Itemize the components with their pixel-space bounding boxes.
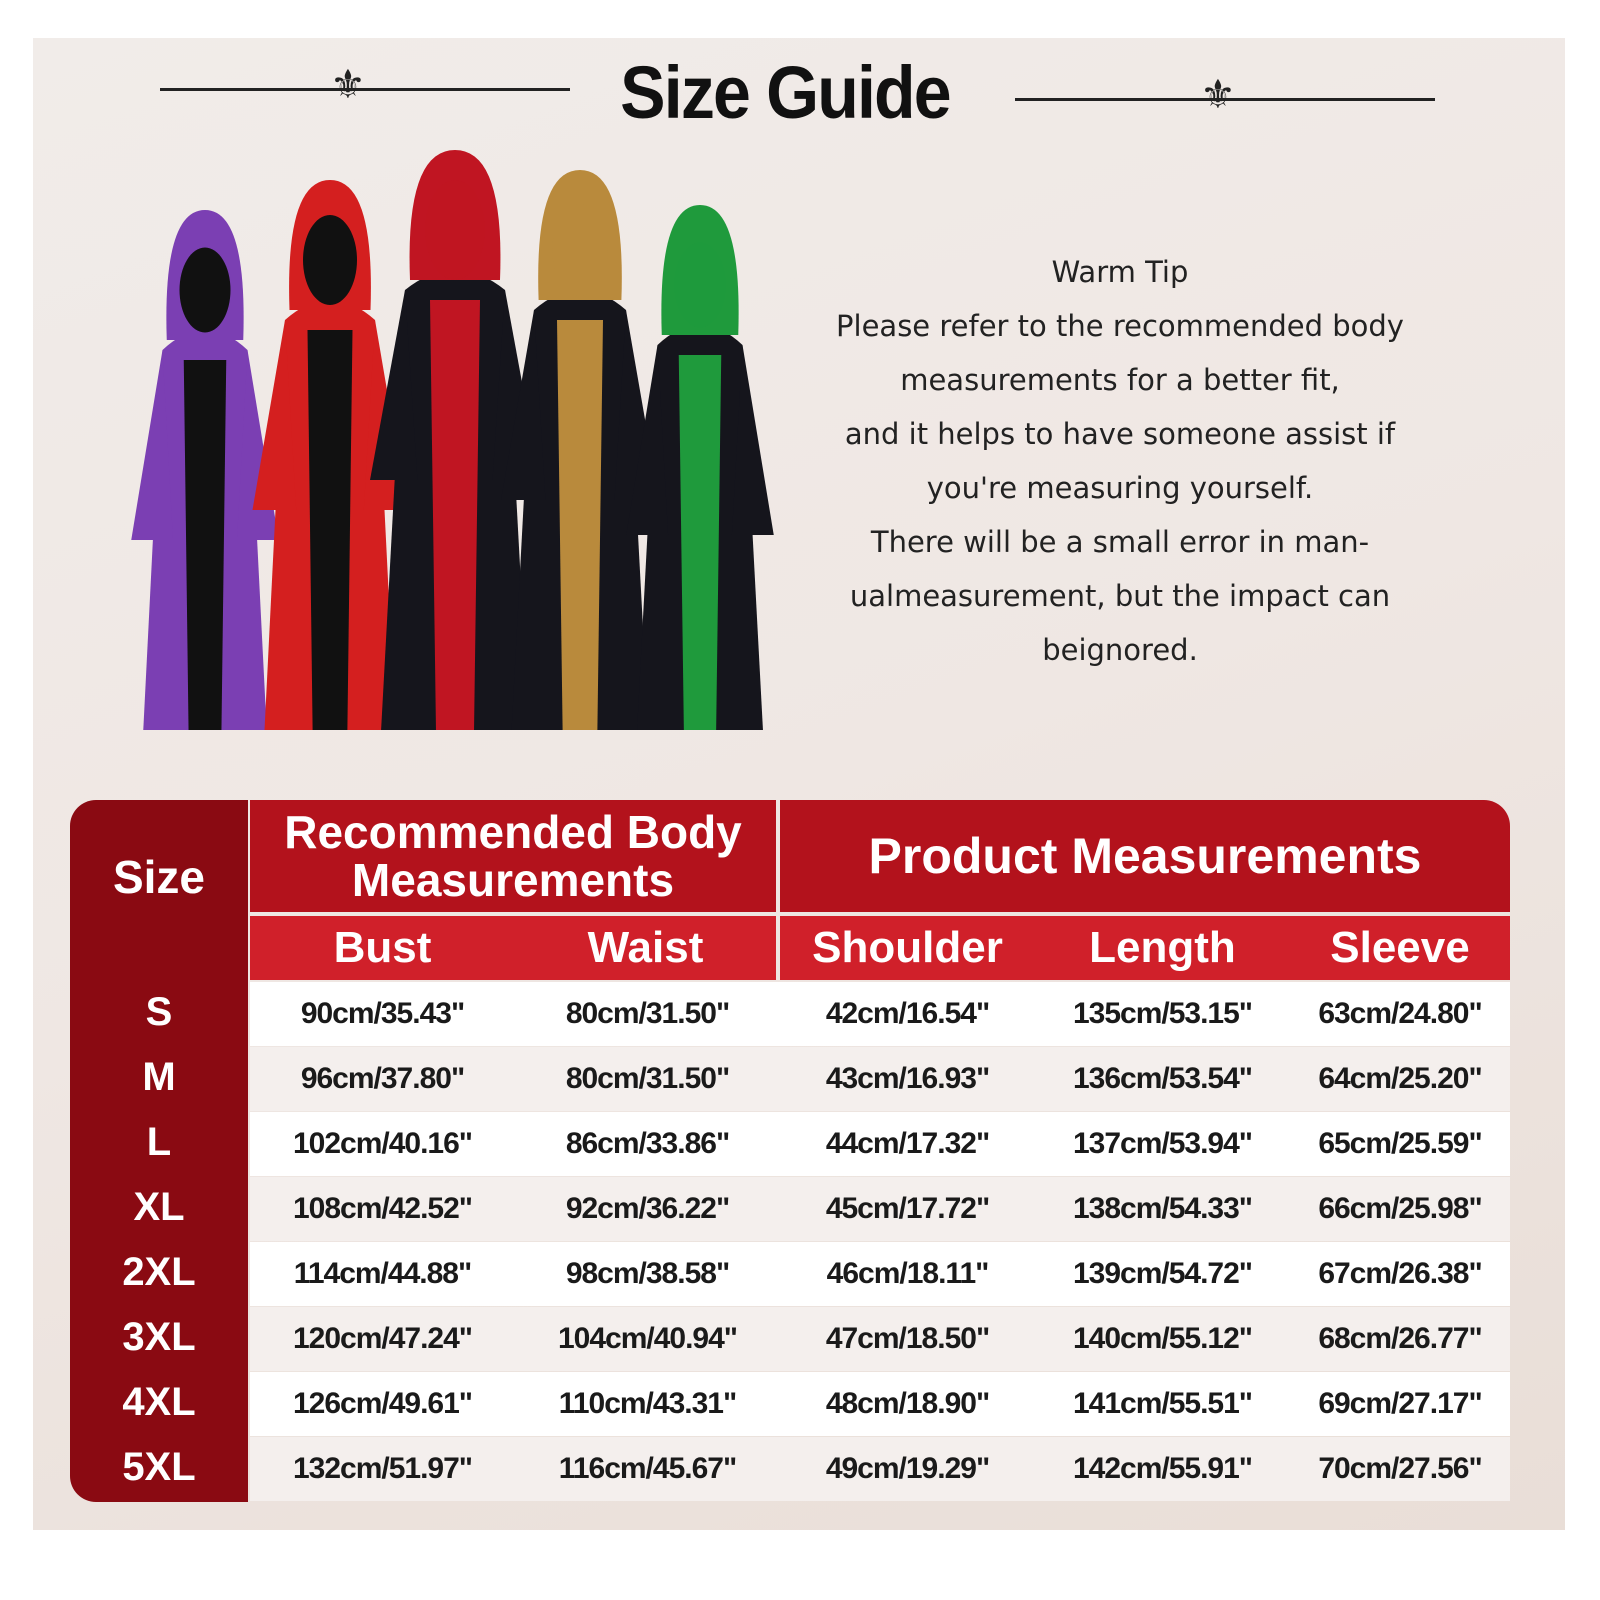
column-header-waist: Waist: [515, 916, 776, 980]
table-row: 90cm/35.43" 80cm/31.50" 42cm/16.54" 135cm/5…: [250, 982, 1510, 1046]
warm-tip-line: measurements for a better fit,: [900, 363, 1340, 397]
column-header-length: Length: [1035, 916, 1290, 980]
cell-length: 136cm/53.54": [1072, 1062, 1253, 1095]
cell-shoulder: 42cm/16.54": [825, 997, 990, 1030]
cell-shoulder: 44cm/17.32": [825, 1127, 990, 1160]
table-row: 126cm/49.61" 110cm/43.31" 48cm/18.90" 141cm…: [250, 1372, 1510, 1436]
cell-bust: 108cm/42.52": [292, 1192, 473, 1225]
size-label: 3XL: [122, 1315, 196, 1359]
cell-shoulder: 49cm/19.29": [825, 1452, 990, 1485]
size-header: Size: [112, 851, 206, 903]
cell-waist: 86cm/33.86": [565, 1127, 730, 1160]
warm-tip-line: beignored.: [1042, 633, 1198, 667]
table-row: 102cm/40.16" 86cm/33.86" 44cm/17.32" 137cm/…: [250, 1112, 1510, 1176]
cell-length: 137cm/53.94": [1072, 1127, 1253, 1160]
warm-tip-line: and it helps to have someone assist if: [844, 417, 1396, 451]
cell-sleeve: 68cm/26.77": [1318, 1322, 1482, 1355]
flourish-icon: ⚜: [1200, 72, 1236, 118]
page-title: Size Guide: [620, 51, 951, 134]
cell-waist: 116cm/45.67": [558, 1452, 737, 1485]
cell-shoulder: 45cm/17.72": [825, 1192, 990, 1225]
size-column: Size S M L XL 2XL 3XL 4XL 5XL: [70, 800, 248, 1502]
warm-tip-line: ualmeasurement, but the impact can: [849, 579, 1391, 613]
cell-length: 135cm/53.15": [1072, 997, 1253, 1030]
size-label: L: [146, 1120, 172, 1164]
dress-2: [252, 180, 408, 730]
cell-sleeve: 66cm/25.98": [1318, 1192, 1482, 1225]
cell-waist: 98cm/38.58": [565, 1257, 730, 1290]
cell-waist: 104cm/40.94": [557, 1322, 738, 1355]
cell-bust: 120cm/47.24": [292, 1322, 473, 1355]
column-header-bust: Bust: [250, 916, 515, 980]
column-header-shoulder: Shoulder: [780, 916, 1035, 980]
warm-tip: Warm Tip Please refer to the recommended…: [795, 245, 1445, 677]
cell-waist: 80cm/31.50": [565, 1062, 730, 1095]
cell-sleeve: 63cm/24.80": [1318, 997, 1482, 1030]
table-row: 132cm/51.97" 116cm/45.67" 49cm/19.29" 142cm…: [250, 1437, 1510, 1501]
product-image: [131, 150, 774, 730]
cell-bust: 114cm/44.88": [293, 1257, 472, 1290]
cell-sleeve: 67cm/26.38": [1318, 1257, 1482, 1290]
cell-sleeve: 69cm/27.17": [1318, 1387, 1482, 1420]
cell-bust: 96cm/37.80": [300, 1062, 465, 1095]
cell-sleeve: 65cm/25.59": [1318, 1127, 1482, 1160]
recommended-body-header: Recommended Body Measurements: [250, 800, 776, 912]
warm-tip-line: Please refer to the recommended body: [836, 309, 1404, 343]
size-label: M: [142, 1055, 176, 1099]
divider-left: [160, 88, 570, 91]
size-label: XL: [133, 1185, 185, 1229]
cell-sleeve: 70cm/27.56": [1318, 1452, 1482, 1485]
table-row: 120cm/47.24" 104cm/40.94" 47cm/18.50" 140cm…: [250, 1307, 1510, 1371]
table-row: 96cm/37.80" 80cm/31.50" 43cm/16.93" 136cm/5…: [250, 1047, 1510, 1111]
size-table: Size S M L XL 2XL 3XL 4XL 5XL Recommended Body …: [70, 800, 1510, 1502]
flourish-icon: ⚜: [330, 62, 366, 108]
column-header-sleeve: Sleeve: [1290, 916, 1510, 980]
size-label: 2XL: [122, 1250, 196, 1294]
cell-bust: 90cm/35.43": [300, 997, 465, 1030]
size-label: S: [145, 990, 173, 1034]
divider-right: [1015, 98, 1435, 101]
warm-tip-line: There will be a small error in man-: [870, 525, 1370, 559]
cell-waist: 80cm/31.50": [565, 997, 730, 1030]
table-row: 114cm/44.88" 98cm/38.58" 46cm/18.11" 139cm/…: [250, 1242, 1510, 1306]
cell-waist: 92cm/36.22": [565, 1192, 730, 1225]
table-row: 108cm/42.52" 92cm/36.22" 45cm/17.72" 138cm/…: [250, 1177, 1510, 1241]
cell-length: 139cm/54.72": [1072, 1257, 1253, 1290]
warm-tip-heading: Warm Tip: [1051, 255, 1189, 289]
warm-tip-line: you're measuring yourself.: [926, 471, 1314, 505]
dress-3: [370, 150, 540, 730]
cell-bust: 132cm/51.97": [292, 1452, 473, 1485]
cell-length: 142cm/55.91": [1072, 1452, 1253, 1485]
cell-length: 141cm/55.51": [1072, 1387, 1253, 1420]
product-measurements-header: Product Measurements: [780, 800, 1510, 912]
size-label: 5XL: [122, 1445, 196, 1489]
cell-shoulder: 48cm/18.90": [825, 1387, 990, 1420]
cell-shoulder: 47cm/18.50": [825, 1322, 990, 1355]
cell-waist: 110cm/43.31": [558, 1387, 737, 1420]
size-label: 4XL: [122, 1380, 196, 1424]
cell-sleeve: 64cm/25.20": [1318, 1062, 1482, 1095]
dress-4: [501, 170, 659, 730]
cell-bust: 102cm/40.16": [292, 1127, 473, 1160]
cell-shoulder: 46cm/18.11": [826, 1257, 990, 1290]
cell-length: 138cm/54.33": [1072, 1192, 1253, 1225]
cell-bust: 126cm/49.61": [292, 1387, 473, 1420]
dress-1: [131, 210, 279, 730]
cell-shoulder: 43cm/16.93": [825, 1062, 990, 1095]
dress-5: [626, 205, 774, 730]
cell-length: 140cm/55.12": [1072, 1322, 1253, 1355]
